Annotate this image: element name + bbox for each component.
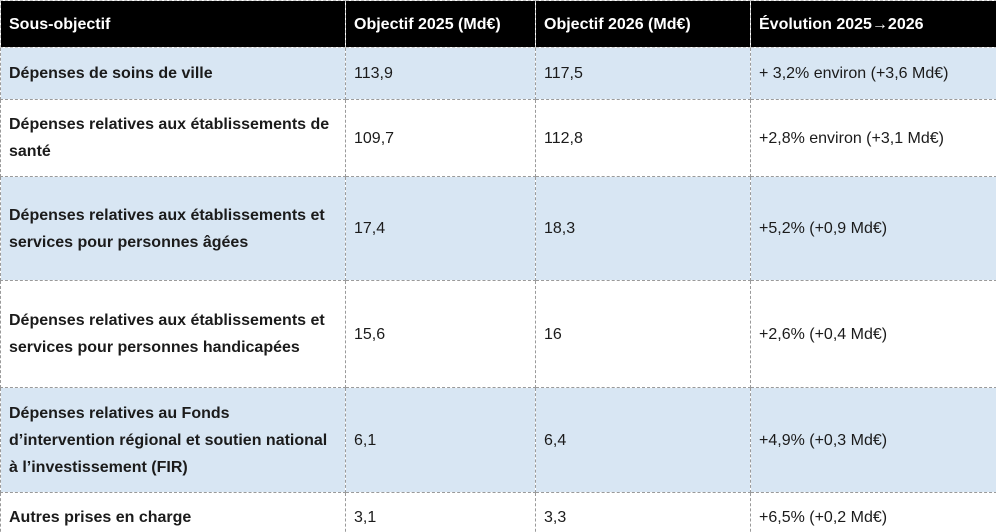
column-header-sous-objectif: Sous-objectif — [0, 0, 346, 48]
column-header-objectif-2025: Objectif 2025 (Md€) — [345, 0, 536, 48]
table-row-fir: Dépenses relatives au Fonds d’interventi… — [0, 387, 996, 493]
objectif-2026-value: 112,8 — [535, 99, 751, 177]
objectif-2025-value: 17,4 — [345, 176, 536, 281]
objectif-2025-value: 109,7 — [345, 99, 536, 177]
header-row: Sous-objectif Objectif 2025 (Md€) Object… — [0, 0, 996, 48]
objectif-2026-value: 117,5 — [535, 47, 751, 100]
evolution-value: +6,5% (+0,2 Md€) — [750, 492, 996, 532]
table-row-personnes-agees: Dépenses relatives aux établissements et… — [0, 176, 996, 281]
evolution-value: +5,2% (+0,9 Md€) — [750, 176, 996, 281]
objectif-2026-value: 3,3 — [535, 492, 751, 532]
row-label: Dépenses relatives aux établissements et… — [0, 280, 346, 388]
table-row-autres-prises-en-charge: Autres prises en charge 3,1 3,3 +6,5% (+… — [0, 492, 996, 532]
evolution-value: +4,9% (+0,3 Md€) — [750, 387, 996, 493]
column-header-objectif-2026: Objectif 2026 (Md€) — [535, 0, 751, 48]
objectif-2026-value: 6,4 — [535, 387, 751, 493]
table-row-soins-de-ville: Dépenses de soins de ville 113,9 117,5 +… — [0, 47, 996, 100]
row-label: Dépenses relatives aux établissements de… — [0, 99, 346, 177]
evolution-value: + 3,2% environ (+3,6 Md€) — [750, 47, 996, 100]
objectif-2025-value: 113,9 — [345, 47, 536, 100]
objectif-2025-value: 15,6 — [345, 280, 536, 388]
evolution-value: +2,8% environ (+3,1 Md€) — [750, 99, 996, 177]
row-label: Dépenses relatives aux établissements et… — [0, 176, 346, 281]
row-label: Dépenses relatives au Fonds d’interventi… — [0, 387, 346, 493]
objectif-2026-value: 16 — [535, 280, 751, 388]
table-row-personnes-handicapees: Dépenses relatives aux établissements et… — [0, 280, 996, 388]
row-label: Autres prises en charge — [0, 492, 346, 532]
objectif-2026-value: 18,3 — [535, 176, 751, 281]
table-row-etablissements-sante: Dépenses relatives aux établissements de… — [0, 99, 996, 177]
objectif-2025-value: 3,1 — [345, 492, 536, 532]
objectif-2025-value: 6,1 — [345, 387, 536, 493]
evolution-value: +2,6% (+0,4 Md€) — [750, 280, 996, 388]
row-label: Dépenses de soins de ville — [0, 47, 346, 100]
column-header-evolution: Évolution 2025→2026 — [750, 0, 996, 48]
